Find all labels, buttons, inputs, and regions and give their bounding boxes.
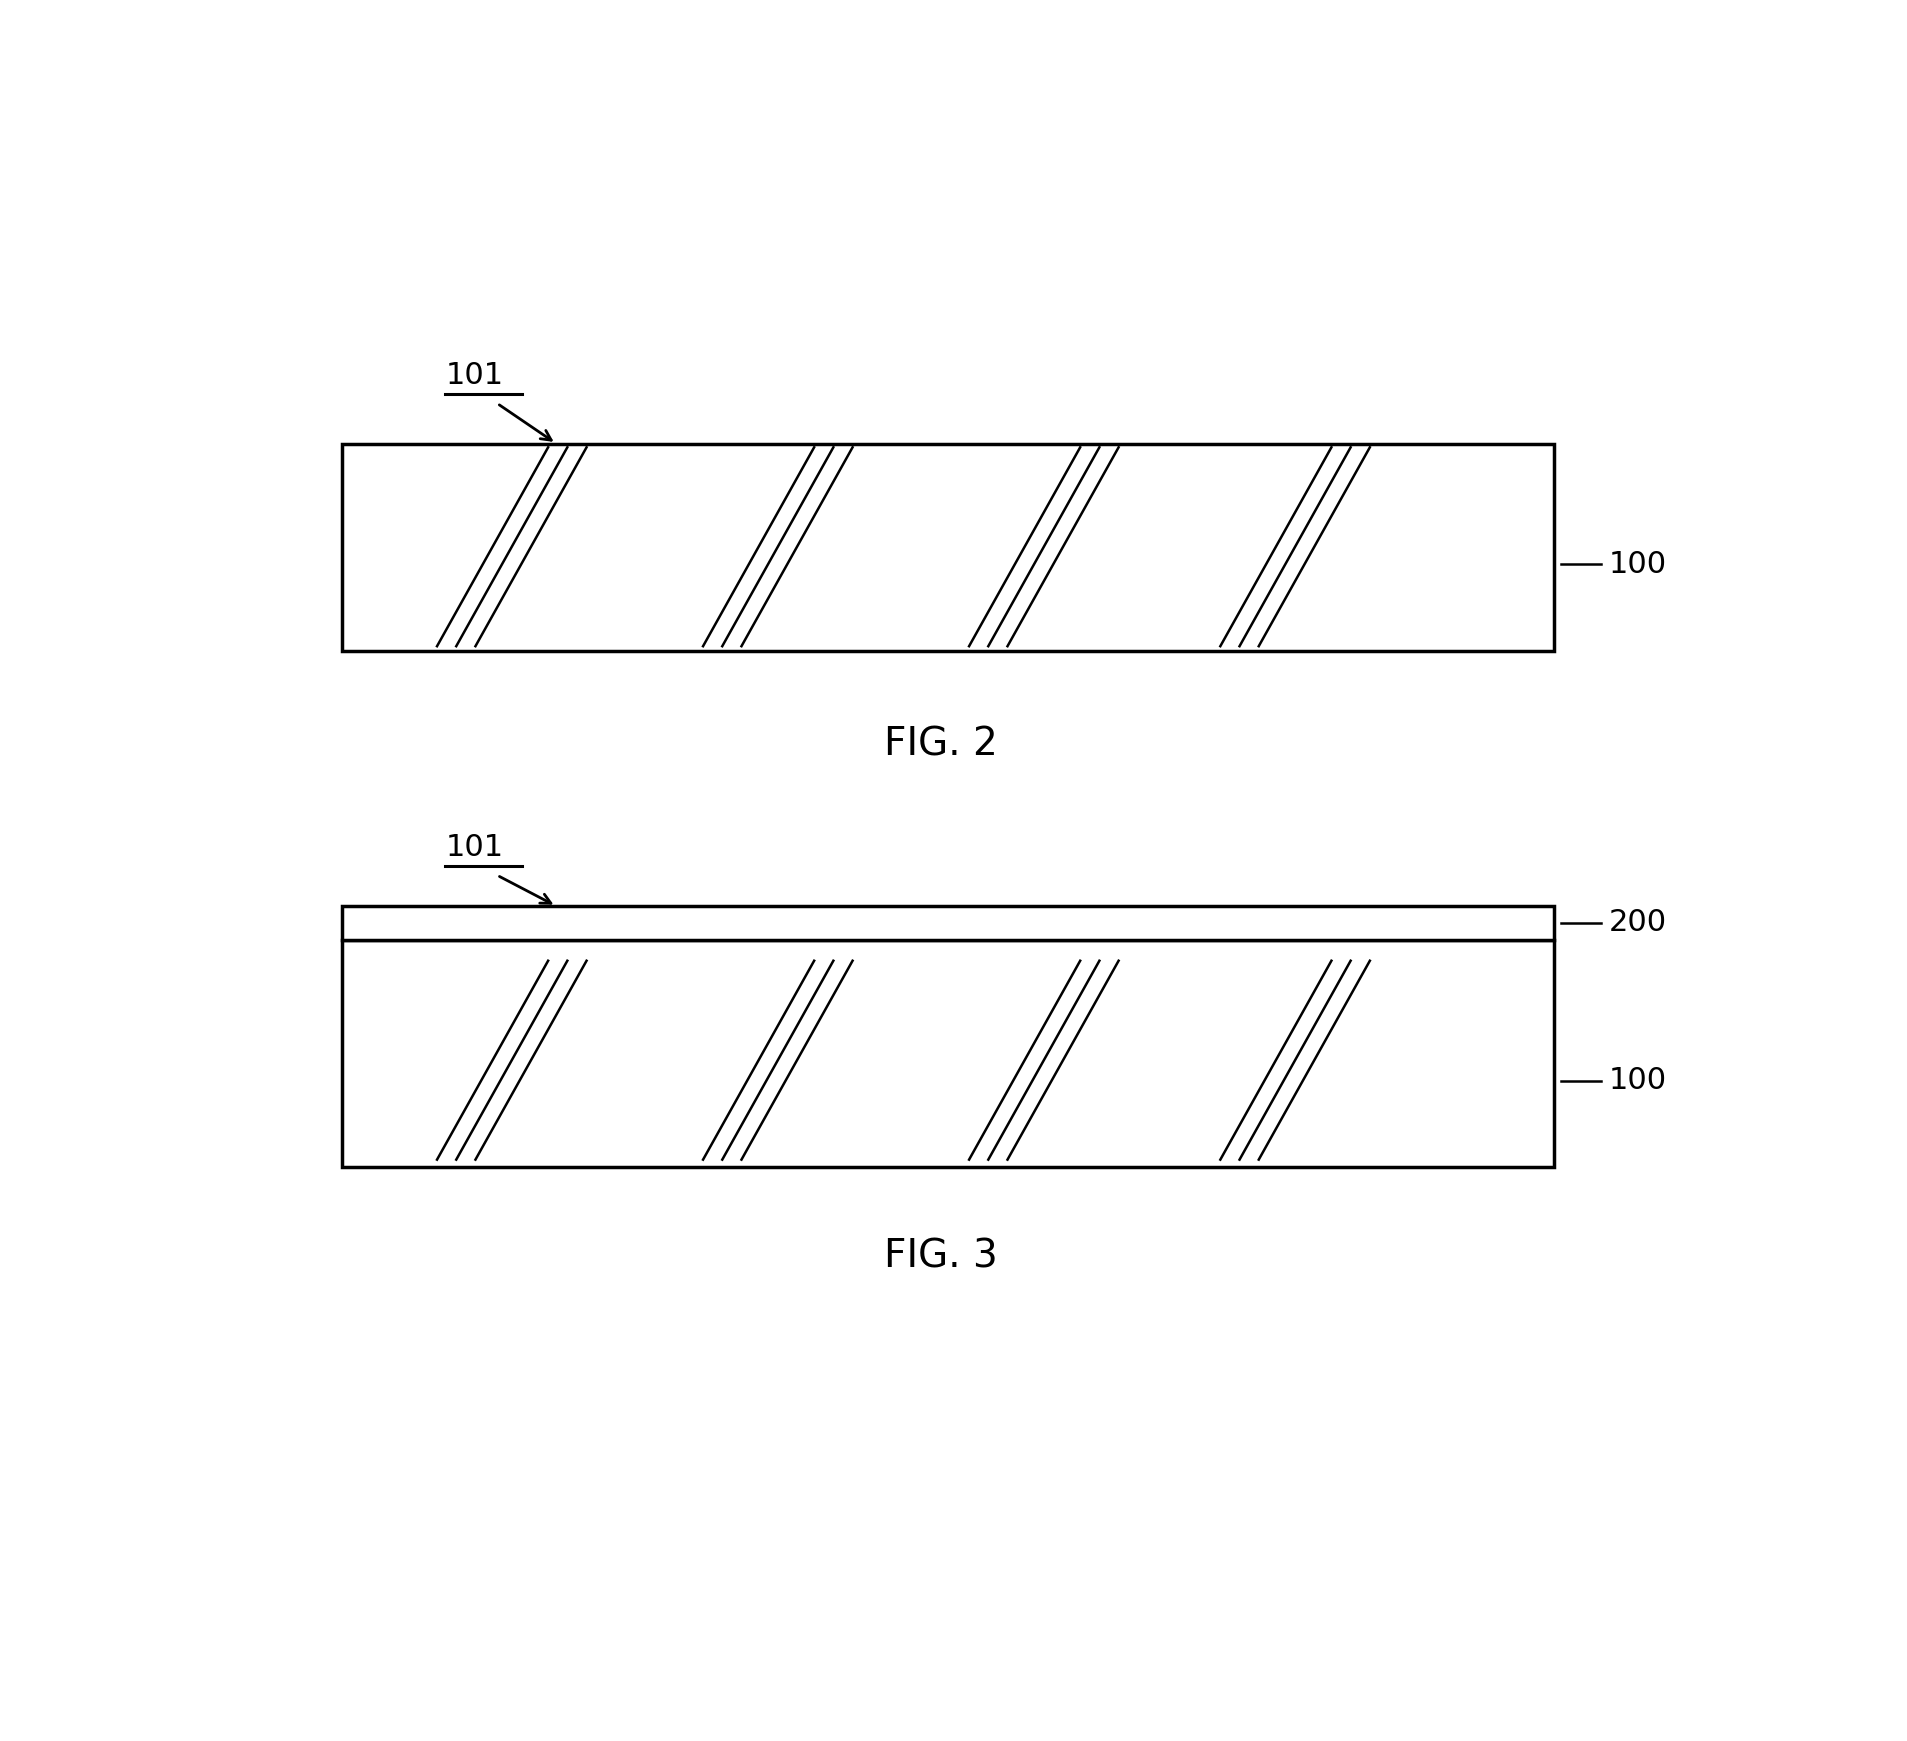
Bar — [341, 905, 1554, 940]
Text: 100: 100 — [1608, 550, 1667, 578]
Text: FIG. 2: FIG. 2 — [883, 724, 997, 763]
Text: 101: 101 — [444, 360, 503, 390]
Text: 200: 200 — [1608, 909, 1667, 937]
Bar — [341, 940, 1554, 1168]
Bar — [341, 444, 1554, 651]
Text: FIG. 3: FIG. 3 — [883, 1238, 997, 1274]
Text: 100: 100 — [1608, 1065, 1667, 1095]
Text: 101: 101 — [444, 832, 503, 862]
